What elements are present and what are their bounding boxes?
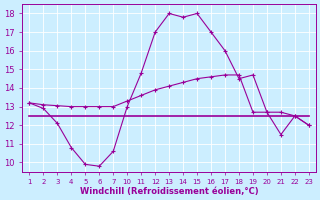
X-axis label: Windchill (Refroidissement éolien,°C): Windchill (Refroidissement éolien,°C) xyxy=(80,187,259,196)
